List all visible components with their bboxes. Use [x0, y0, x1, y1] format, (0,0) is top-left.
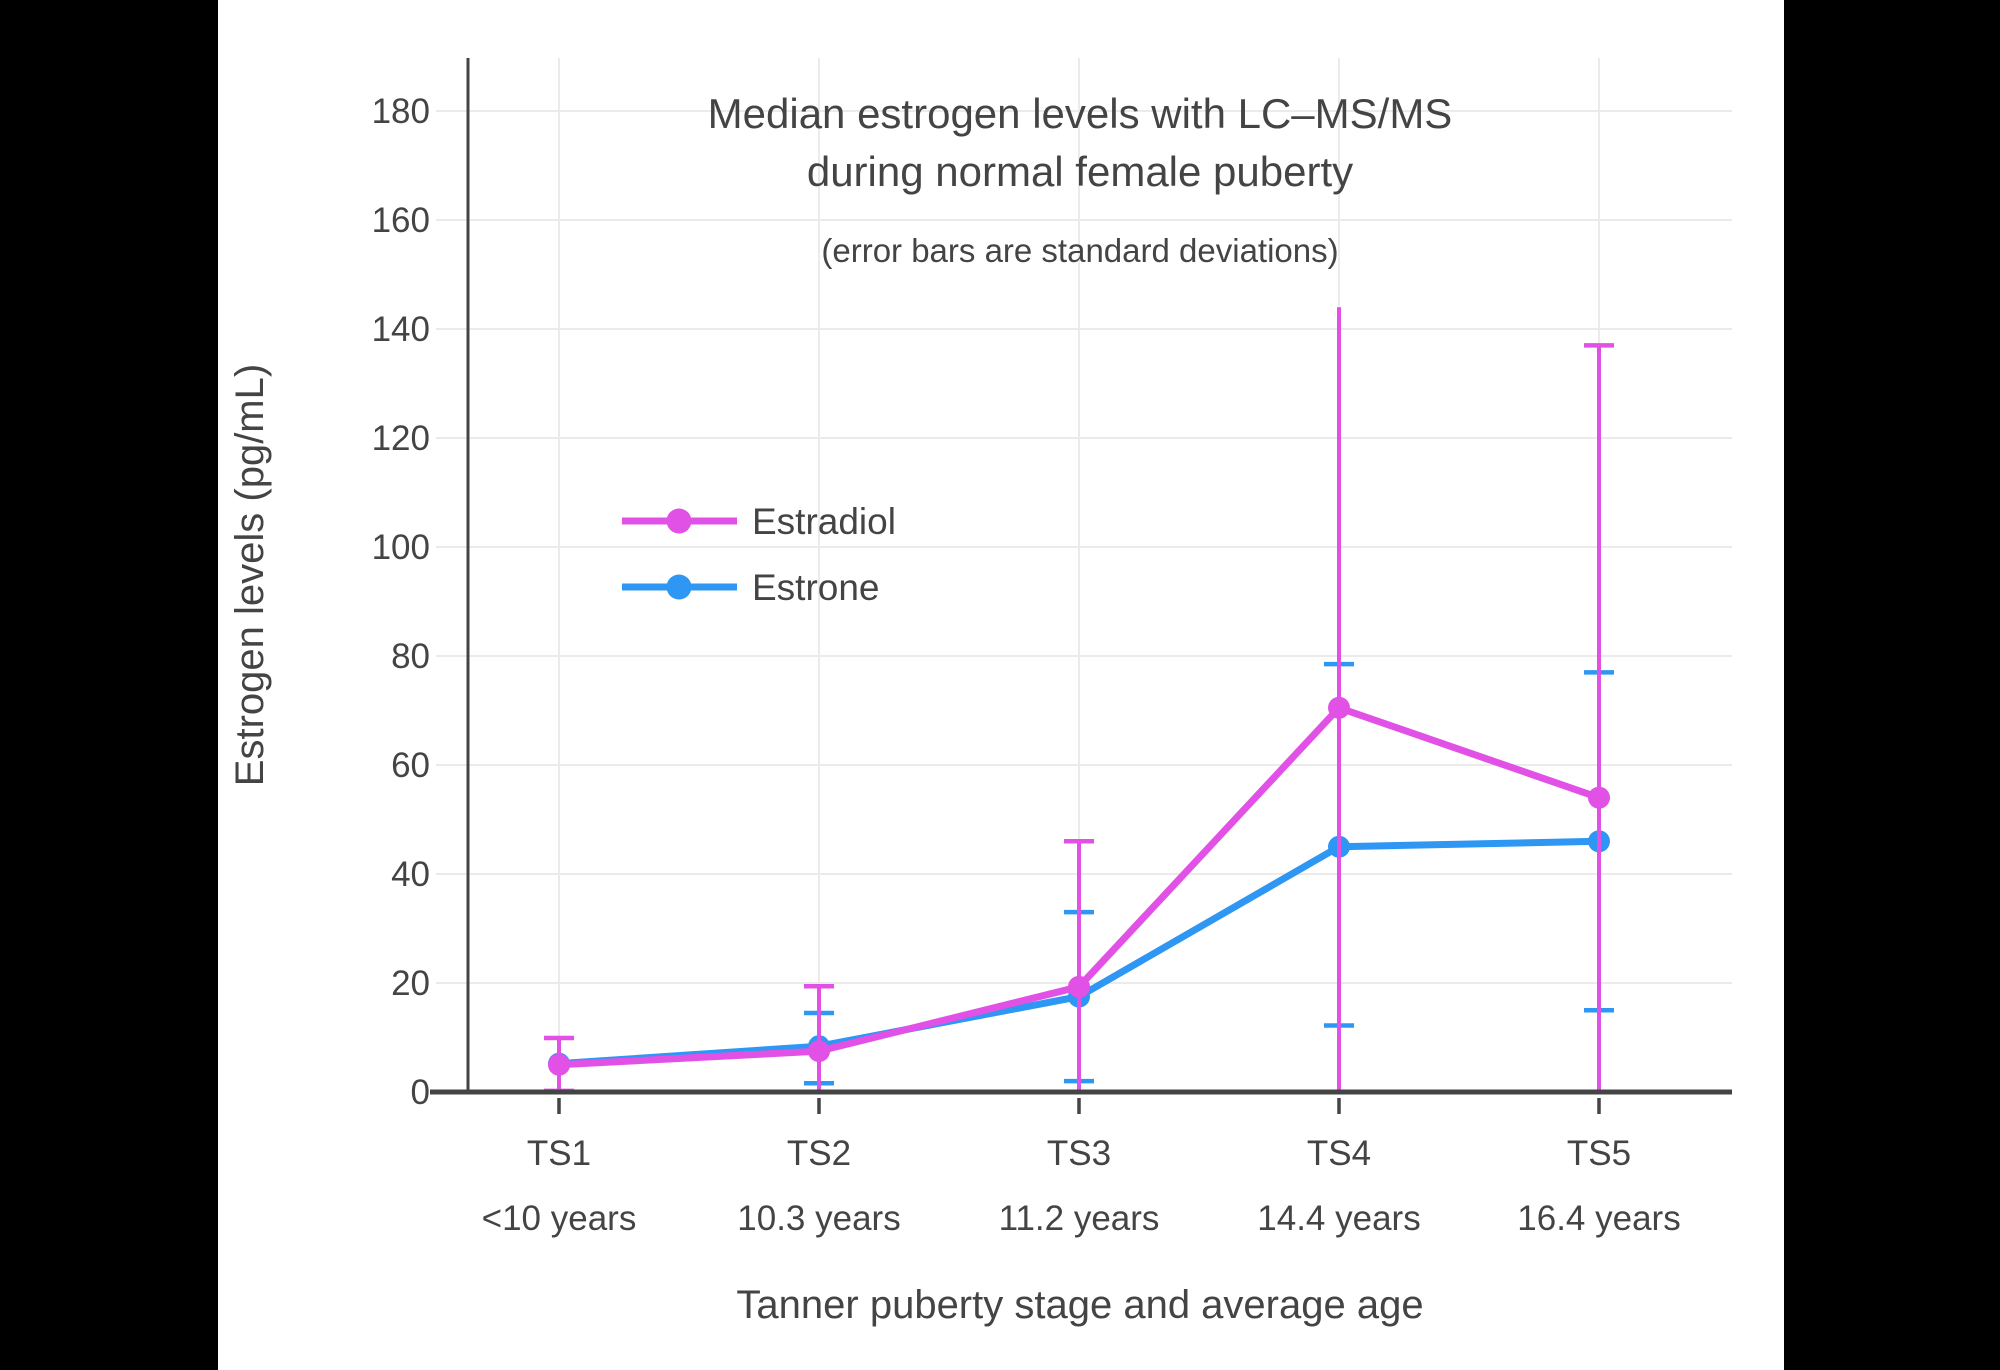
data-point-marker	[1588, 786, 1610, 809]
x-age-label: <10 years	[482, 1199, 637, 1238]
data-point-marker	[1068, 975, 1090, 998]
series-estradiol	[544, 307, 1614, 1094]
y-tick-label: 120	[372, 419, 430, 458]
data-point-marker	[1328, 696, 1350, 719]
chart-title-line2: during normal female puberty	[807, 148, 1353, 195]
chart-title-line1: Median estrogen levels with LC–MS/MS	[708, 90, 1453, 137]
data-series	[544, 307, 1614, 1094]
y-tick-label: 80	[391, 637, 430, 676]
legend-item-estradiol[interactable]: Estradiol	[622, 501, 896, 542]
legend-marker-swatch	[666, 508, 692, 534]
data-point-marker	[808, 1040, 830, 1063]
legend-marker-swatch	[666, 574, 692, 600]
x-age-label: 11.2 years	[999, 1199, 1160, 1238]
legend: Estradiol Estrone	[622, 501, 896, 608]
x-stage-label: TS2	[787, 1134, 851, 1173]
y-tick-label: 160	[372, 201, 430, 240]
x-stage-label: TS3	[1047, 1134, 1111, 1173]
y-tick-label: 180	[372, 92, 430, 131]
y-tick-label: 20	[391, 964, 430, 1003]
chart-panel	[218, 0, 1784, 1370]
data-point-marker	[548, 1053, 570, 1076]
legend-label: Estrone	[752, 567, 880, 608]
x-stage-label: TS5	[1567, 1134, 1631, 1173]
x-stage-label: TS1	[527, 1134, 591, 1173]
legend-item-estrone[interactable]: Estrone	[622, 567, 880, 608]
x-age-label: 16.4 years	[1517, 1199, 1680, 1238]
x-age-label: 10.3 years	[737, 1199, 900, 1238]
x-age-label: 14.4 years	[1257, 1199, 1420, 1238]
y-tick-label: 100	[372, 528, 430, 567]
axes: 0 20 40 60 80 100 120 140 160 180 TS1 <10 years TS2 1…	[372, 58, 1732, 1238]
y-tick-label: 0	[411, 1073, 430, 1112]
chart-subtitle: (error bars are standard deviations)	[821, 232, 1338, 269]
x-axis-title: Tanner puberty stage and average age	[736, 1283, 1423, 1327]
x-stage-label: TS4	[1307, 1134, 1371, 1173]
y-tick-label: 40	[391, 855, 430, 894]
y-tick-label: 60	[391, 746, 430, 785]
y-axis-title: Estrogen levels (pg/mL)	[228, 364, 272, 786]
y-tick-label: 140	[372, 310, 430, 349]
legend-label: Estradiol	[752, 501, 896, 542]
